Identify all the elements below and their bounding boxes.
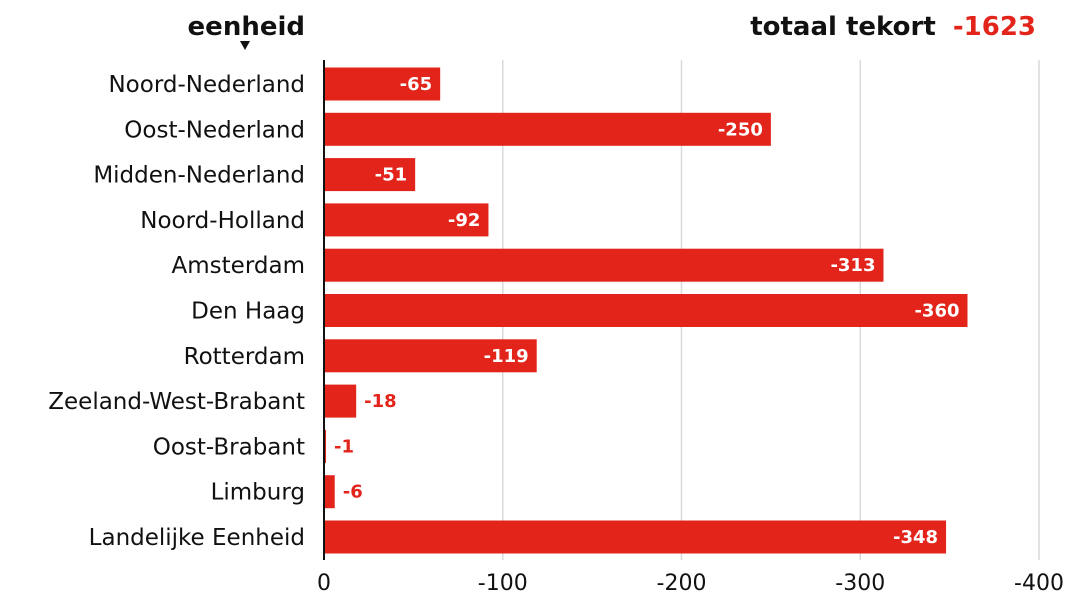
x-tick-label: 0 (317, 571, 331, 596)
category-label: Landelijke Eenheid (89, 525, 305, 551)
x-axis-ticks: 0 -100 -200 -300 -400 (317, 571, 1064, 596)
x-tick-label: -100 (478, 571, 528, 596)
category-labels: Noord-Nederland Oost-Nederland Midden-Nede… (48, 72, 305, 551)
bar (324, 158, 416, 192)
bar (324, 248, 884, 282)
total-label: totaal tekort (750, 12, 936, 42)
bars (324, 67, 968, 554)
data-label: -119 (484, 346, 529, 367)
category-label: Noord-Nederland (108, 72, 305, 98)
data-label: -1 (334, 436, 354, 457)
bar (324, 294, 968, 327)
data-label: -250 (718, 119, 763, 140)
sort-triangle-icon (240, 41, 250, 50)
category-label: Zeeland-West-Brabant (48, 389, 305, 415)
bar (324, 112, 771, 146)
total-value: -1623 (953, 12, 1036, 42)
category-label: Midden-Nederland (93, 163, 305, 189)
bar (324, 67, 441, 101)
category-label: Den Haag (191, 299, 305, 325)
x-tick-label: -200 (657, 571, 707, 596)
bar (324, 203, 489, 237)
data-label: -313 (830, 255, 875, 276)
data-label: -51 (375, 165, 408, 186)
bar (324, 384, 357, 418)
category-label: Amsterdam (172, 253, 305, 279)
bar (324, 520, 947, 554)
category-axis-title: eenheid (188, 12, 305, 42)
category-label: Noord-Holland (140, 208, 305, 234)
bar (324, 339, 537, 373)
x-tick-label: -400 (1014, 571, 1064, 596)
total-summary: totaal tekort -1623 (750, 12, 1036, 42)
category-label: Rotterdam (184, 344, 305, 370)
data-label: -360 (914, 301, 959, 322)
data-label: -65 (400, 74, 433, 95)
x-tick-label: -300 (835, 571, 885, 596)
category-label: Oost-Nederland (124, 117, 305, 143)
data-label: -348 (893, 527, 938, 548)
data-label: -6 (343, 482, 363, 503)
data-label: -92 (448, 210, 481, 231)
category-label: Limburg (211, 480, 305, 506)
bar (324, 475, 335, 509)
data-label: -18 (364, 391, 397, 412)
category-label: Oost-Brabant (153, 434, 305, 460)
value-labels: -65 -250 -51 -92 -313 -360 -119 -18 -1 -6 -348 (334, 74, 960, 548)
